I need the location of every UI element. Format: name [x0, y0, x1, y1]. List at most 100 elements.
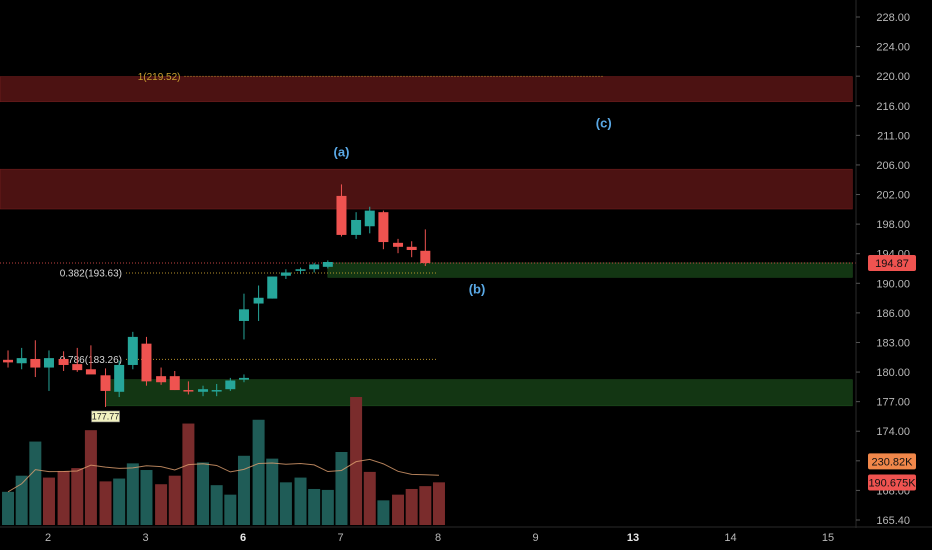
candle-body [58, 358, 69, 365]
candle-body [141, 343, 152, 382]
volume-bar [126, 463, 139, 525]
volume-bar [42, 477, 55, 525]
candle-body [72, 364, 83, 371]
volume-ma-line [7, 458, 439, 493]
candle-body [238, 377, 249, 380]
volume-bar [432, 482, 445, 525]
candle-body [225, 380, 236, 390]
wave-label: (c) [596, 115, 612, 130]
price-badge-bg [868, 474, 916, 491]
price-tick-label: 180.00 [876, 367, 910, 379]
candle-body [420, 250, 431, 264]
price-tick-label: 165.40 [876, 515, 910, 527]
volume-bar [237, 455, 250, 525]
time-tick-label: 6 [240, 532, 246, 544]
volume-bar [279, 482, 292, 525]
candle-body [30, 358, 41, 368]
volume-bar [377, 500, 390, 525]
wave-label: (b) [469, 282, 486, 297]
volume-bar [335, 451, 348, 525]
time-axis[interactable]: 2 3 6 7 8 9 13 14 15 [0, 526, 932, 544]
low-price-label: 177.77 [92, 411, 120, 421]
volume-bar [308, 488, 321, 525]
candle-body [3, 359, 14, 363]
price-badge: 194.87 [875, 258, 909, 270]
candle-body [114, 364, 125, 392]
candle-body [393, 242, 404, 247]
time-tick-label: 3 [142, 532, 148, 544]
volume-bar [252, 419, 265, 525]
candle-body [198, 389, 209, 392]
volume-bar [15, 475, 28, 525]
wave-label: (a) [334, 144, 350, 159]
time-tick-label: 2 [45, 532, 51, 544]
fib-label: 1(219.52) [138, 72, 181, 83]
price-tick-label: 198.00 [876, 219, 910, 231]
fib-label: 0.382(193.63) [60, 269, 122, 280]
price-tick-label: 186.00 [876, 308, 910, 320]
volume-bar [99, 481, 112, 525]
volume-bar [113, 478, 126, 525]
time-tick-label: 7 [337, 532, 343, 544]
price-tick-label: 216.00 [876, 101, 910, 113]
volume-bar [182, 423, 195, 525]
candle-body [336, 195, 347, 235]
time-tick-label: 14 [724, 532, 736, 544]
volume-bar [210, 485, 223, 525]
volume-bar [392, 494, 405, 525]
low-price-label-bg [91, 410, 120, 423]
time-tick-label: 8 [435, 532, 441, 544]
price-tick-label: 220.00 [876, 71, 910, 83]
volume-bar [419, 486, 432, 525]
candle-body [322, 262, 333, 267]
price-badge: 230.82K [872, 456, 914, 468]
resistance-zone [0, 168, 853, 210]
price-badges: 194.87 230.82K 190.675K [868, 255, 916, 491]
support-zone [105, 379, 853, 407]
volume-bar [363, 471, 376, 525]
candles [3, 184, 431, 407]
price-badge-bg [868, 453, 916, 470]
candle-body [100, 375, 111, 391]
price-tick-label: 224.00 [876, 42, 910, 54]
candle-body [406, 246, 417, 250]
candle-body [156, 376, 167, 383]
price-tick-label: 183.00 [876, 337, 910, 349]
volume-bar [2, 491, 15, 525]
fibonacci-levels: 1(219.52)0.382(193.63)0.786(183.26) [0, 72, 856, 366]
candle-body [16, 358, 27, 364]
resistance-zone [0, 76, 853, 103]
volume-bar [266, 458, 279, 525]
volume-bar [197, 462, 210, 525]
time-tick-label: 15 [822, 532, 834, 544]
price-tick-label: 228.00 [876, 12, 910, 24]
volume-bar [168, 475, 181, 525]
time-tick-label: 9 [532, 532, 538, 544]
price-tick-label: 190.00 [876, 278, 910, 290]
candle-body [267, 276, 278, 299]
candle-body [183, 390, 194, 392]
price-tick-label: 174.00 [876, 426, 910, 438]
support-zone [327, 262, 853, 278]
volume-bar [405, 488, 418, 525]
candle-body [295, 269, 306, 271]
volume-bar [350, 397, 363, 525]
price-badge: 190.675K [868, 478, 916, 490]
volume-bar [57, 470, 70, 525]
candle-body [351, 219, 362, 235]
price-badge-bg [868, 255, 916, 272]
candle-body [169, 376, 180, 391]
candle-body [43, 358, 54, 368]
volume-bar [321, 489, 334, 525]
price-tick-label: 206.00 [876, 160, 910, 172]
volume-bar [84, 430, 97, 525]
volume-bars [2, 397, 445, 525]
wave-labels: 177.77 (a) (b) (c) [91, 115, 612, 423]
volume-bar [140, 470, 153, 525]
candle-body [211, 390, 222, 392]
candle-body [309, 264, 320, 270]
candle-body [253, 297, 264, 304]
volume-bar [29, 441, 42, 525]
